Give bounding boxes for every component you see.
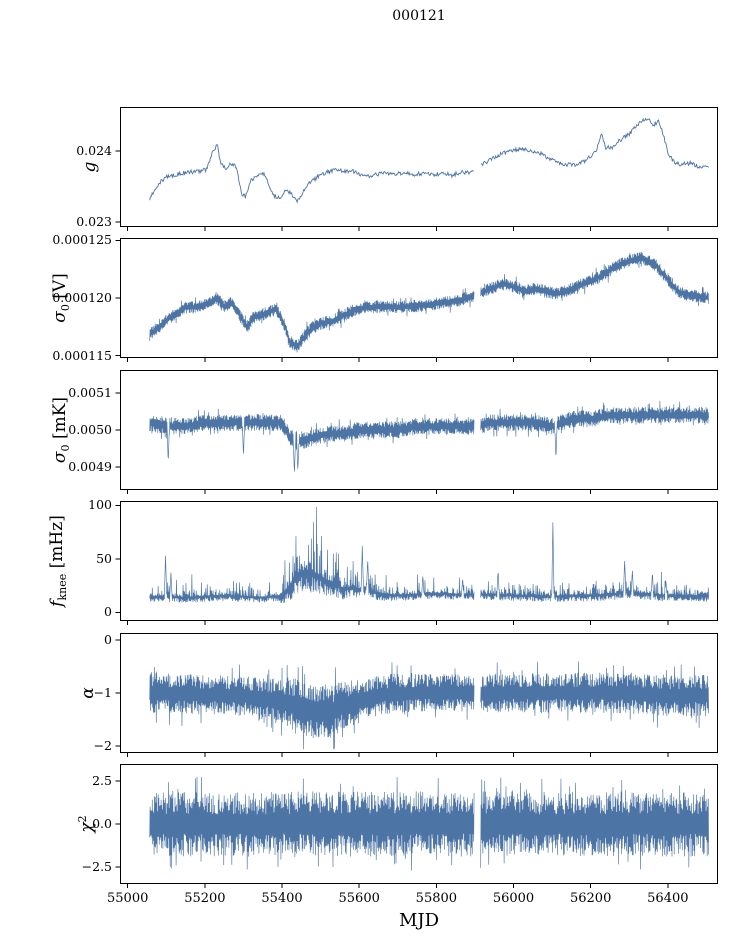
x-tick-label: 56200 [569,891,612,906]
plot-area-alpha [115,633,718,757]
axes-frame [120,238,718,358]
data-line-fknee [149,506,709,603]
data-line-alpha [149,661,709,750]
data-line-sigma0-v [149,252,709,353]
y-axis-label-segment: χ [77,822,97,833]
y-tick-label: 0.0 [92,816,112,831]
y-axis-label-segment: [mK] [50,396,70,445]
figure-title: 000121 [392,8,446,24]
y-tick-label: 100 [88,497,112,513]
y-tick-label: −2.5 [81,858,112,874]
plot-area-sigma0-mk [115,370,718,494]
y-axis-label-sigma0-mk: σ0 [mK] [48,370,72,490]
plot-area-chi2 [115,764,718,888]
y-tick-label: 0.0050 [68,422,112,437]
y-axis-label-segment: σ [50,311,70,323]
axes-frame [120,633,718,753]
y-axis-label-alpha: α [76,633,100,753]
y-tick-label: 0.024 [76,143,112,159]
plot-area-fknee [115,501,718,625]
y-tick-label: −2 [93,738,112,754]
y-axis-label-segment: [V] [50,273,70,305]
y-tick-label: 0.0051 [68,384,112,400]
y-axis-label-sigma0-v: σ0 [V] [48,238,72,358]
panel-g [115,107,718,231]
panel-sigma0-mk [115,370,718,494]
y-tick-label: −1 [93,685,112,700]
y-tick-label: 0.023 [76,214,112,230]
y-axis-label-chi2: χ2 [71,764,97,884]
y-axis-label-segment: σ [50,451,70,464]
x-tick-label: 55600 [338,891,380,906]
y-tick-label: 0 [104,604,112,620]
y-axis-label-segment: 0 [59,304,72,312]
x-tick-label: 56000 [492,891,535,906]
y-tick-label: 0 [104,631,112,647]
panel-fknee [115,501,718,625]
y-tick-label: 50 [96,550,112,566]
axes-frame [120,107,718,227]
y-tick-label: 0.000125 [52,232,112,248]
panel-chi2 [115,764,718,888]
axes-frame [120,764,718,884]
y-axis-label-segment: 2 [76,815,89,823]
panel-alpha [115,633,718,757]
y-axis-label-segment: 0 [59,444,72,452]
y-axis-label-fknee: fknee [mHz] [45,501,69,621]
x-axis-label: MJD [398,910,440,931]
panel-sigma0-v [115,238,718,362]
plot-area-sigma0-v [115,238,718,362]
y-axis-label-segment: f [47,600,67,607]
y-tick-label: 2.5 [92,773,112,789]
x-tick-label: 55400 [261,891,303,906]
axes-frame [120,501,718,621]
x-tick-label: 55200 [184,891,226,906]
y-axis-label-segment: [mHz] [47,515,67,574]
axes-frame [120,370,718,490]
y-tick-label: 0.0049 [68,459,112,475]
x-tick-label: 56400 [647,891,689,906]
y-axis-label-segment: α [78,687,98,699]
y-axis-label-segment: g [80,161,100,173]
data-line-g [149,117,710,204]
y-tick-label: 0.000120 [52,290,112,305]
y-tick-label: 0.000115 [52,347,112,363]
x-tick-label: 55800 [415,891,458,906]
data-line-chi2 [149,776,709,871]
plot-area-g [115,107,718,231]
y-axis-label-segment: knee [56,573,69,601]
data-line-sigma0-mk [149,400,709,472]
x-tick-label: 55000 [107,891,149,906]
y-axis-label-g: g [78,107,102,227]
